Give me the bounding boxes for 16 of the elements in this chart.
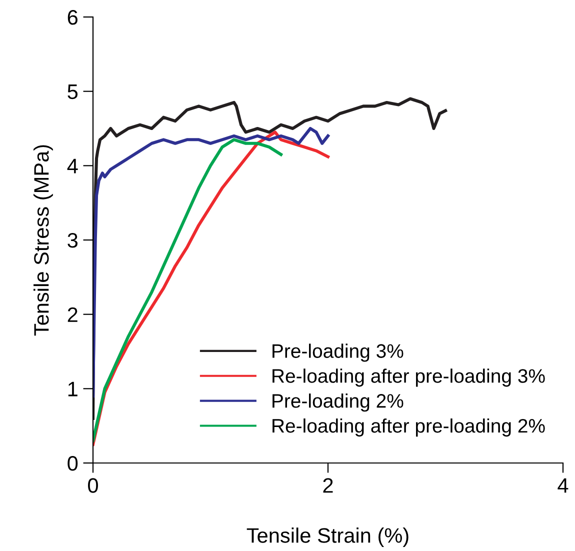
- y-tick-label: 2: [68, 307, 78, 322]
- x-tick-label: 0: [88, 478, 98, 493]
- x-tick-label: 2: [323, 478, 333, 493]
- legend-label: Re-loading after pre-loading 2%: [272, 418, 545, 437]
- y-tick-label: 5: [68, 84, 78, 100]
- y-tick-label: 1: [68, 382, 78, 396]
- y-tick-label: 3: [68, 233, 78, 248]
- legend-label: Re-loading after pre-loading 3%: [272, 368, 545, 387]
- legend-label: Pre-loading 2%: [272, 394, 404, 412]
- legend-label: Pre-loading 3%: [272, 344, 404, 362]
- x-axis-title: Tensile Strain (%): [246, 528, 408, 547]
- y-axis-title: Tensile Stress (MPa): [34, 145, 53, 336]
- x-tick-label: 4: [558, 478, 568, 493]
- y-tick-label: 6: [68, 10, 78, 25]
- y-tick-label: 4: [67, 158, 78, 174]
- y-tick-label: 0: [68, 456, 78, 471]
